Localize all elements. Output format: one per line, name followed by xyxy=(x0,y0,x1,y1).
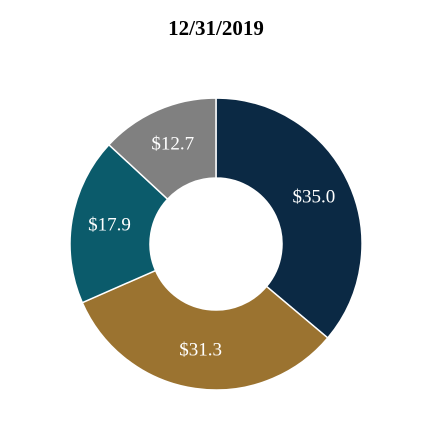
value-label: $17.9 xyxy=(88,214,131,235)
donut-slice xyxy=(69,143,169,304)
chart-title: 12/31/2019 xyxy=(168,16,264,40)
donut-slice xyxy=(81,269,329,391)
donut-slice xyxy=(215,97,363,339)
value-label: $31.3 xyxy=(179,339,222,360)
value-label: $35.0 xyxy=(293,187,336,208)
donut-slice xyxy=(107,97,217,201)
value-label: $12.7 xyxy=(151,133,194,154)
